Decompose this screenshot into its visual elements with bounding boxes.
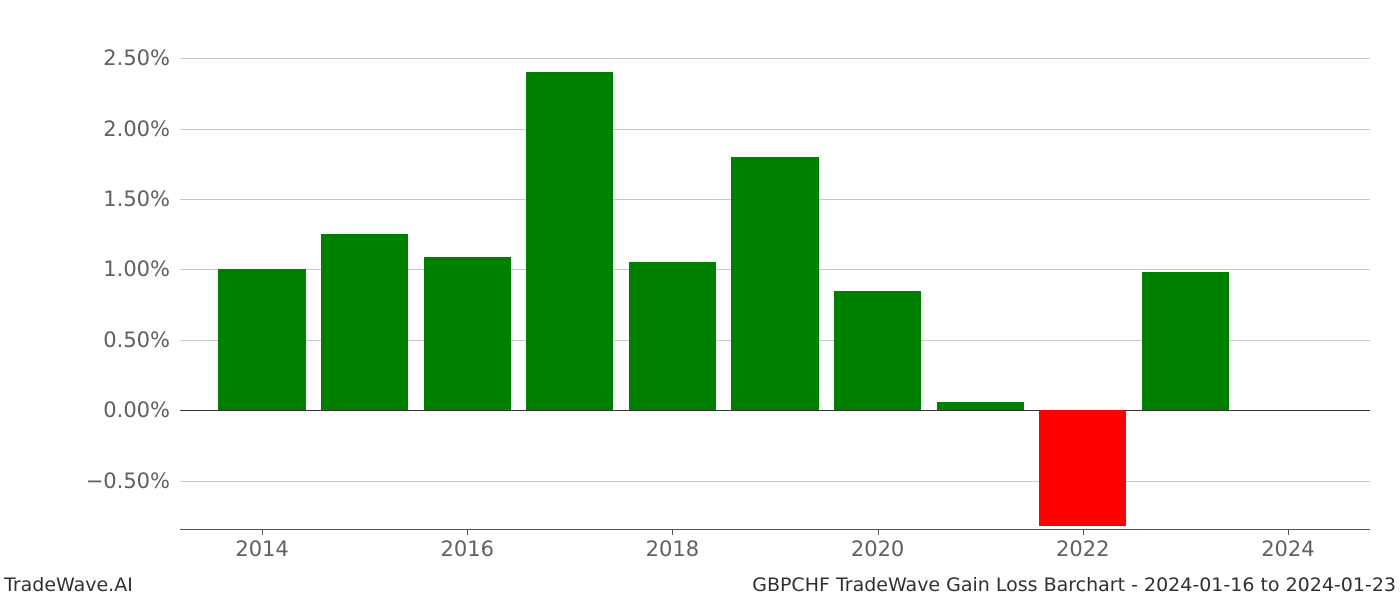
y-gridline [180, 129, 1370, 130]
bar [731, 157, 818, 411]
x-tick-label: 2016 [441, 529, 494, 561]
y-tick-label: 0.50% [103, 328, 180, 352]
y-tick-label: 2.50% [103, 46, 180, 70]
bar [629, 262, 716, 410]
y-gridline [180, 481, 1370, 482]
y-tick-label: −0.50% [86, 469, 180, 493]
bar [937, 402, 1024, 410]
x-tick-label: 2018 [646, 529, 699, 561]
figure: −0.50% 0.00% 0.50% 1.00% 1.50% 2.00% 2.50% 2014… [0, 0, 1400, 600]
bar [526, 72, 613, 410]
x-tick-label: 2014 [235, 529, 288, 561]
y-gridline [180, 58, 1370, 59]
plot-area: −0.50%0.00%0.50%1.00%1.50%2.00%2.50%2014… [180, 30, 1370, 530]
chart-subtitle: GBPCHF TradeWave Gain Loss Barchart - 20… [752, 574, 1396, 596]
y-tick-label: 2.00% [103, 117, 180, 141]
x-tick-label: 2020 [851, 529, 904, 561]
bar [1039, 410, 1126, 525]
x-tick-label: 2024 [1261, 529, 1314, 561]
bar [1142, 272, 1229, 410]
y-tick-label: 1.50% [103, 187, 180, 211]
zero-axis-line [180, 410, 1370, 411]
bar [424, 257, 511, 411]
bar [321, 234, 408, 410]
y-tick-label: 1.00% [103, 257, 180, 281]
y-tick-label: 0.00% [103, 398, 180, 422]
bar [218, 269, 305, 410]
x-tick-label: 2022 [1056, 529, 1109, 561]
bar [834, 291, 921, 411]
branding-text: TradeWave.AI [4, 574, 133, 596]
